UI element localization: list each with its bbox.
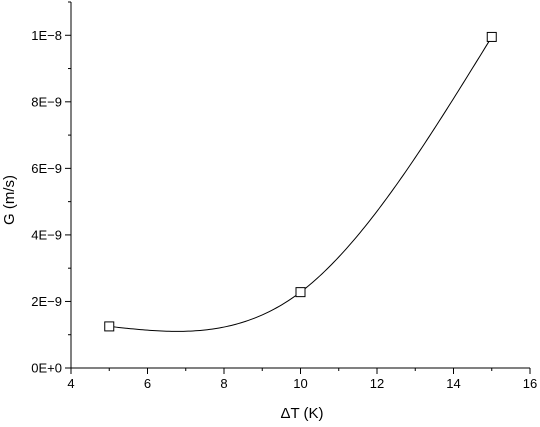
x-tick-label: 16: [523, 376, 537, 391]
data-point: [486, 31, 497, 42]
y-tick-label: 0E+0: [31, 361, 62, 376]
y-tick-label: 2E−9: [31, 294, 62, 309]
y-tick-label: 8E−9: [31, 94, 62, 109]
ticks: 4 6 8 10 12 14 16 0E+0 2E−9 4E−9 6E−9 8E−9 1E−8: [31, 1, 537, 391]
x-tick-label: 6: [144, 376, 151, 391]
data-point: [104, 321, 115, 332]
x-tick-label: 8: [220, 376, 227, 391]
axes: [70, 2, 530, 369]
data-point: [295, 287, 306, 298]
y-tick-label: 1E−8: [31, 28, 62, 43]
x-tick-label: 4: [67, 376, 74, 391]
x-tick-label: 14: [446, 376, 460, 391]
x-tick-label: 12: [370, 376, 384, 391]
y-axis-title: G (m/s): [1, 175, 18, 225]
x-axis-title: ΔT (K): [280, 405, 323, 422]
y-tick-label: 4E−9: [31, 227, 62, 242]
x-tick-label: 10: [293, 376, 307, 391]
y-tick-label: 6E−9: [31, 161, 62, 176]
plot-area: [104, 31, 497, 332]
